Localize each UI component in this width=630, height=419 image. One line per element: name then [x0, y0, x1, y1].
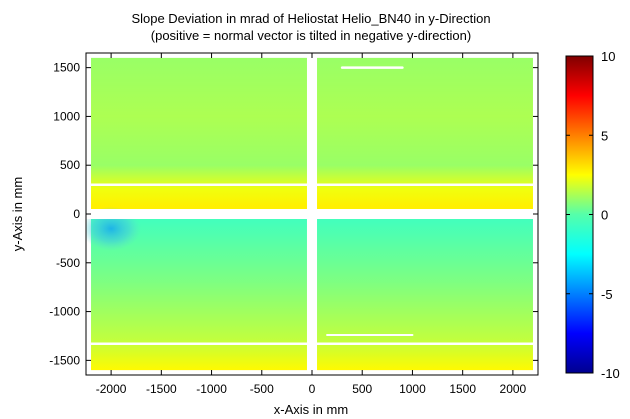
y-axis-label: y-Axis in mm — [10, 177, 25, 251]
x-tick-label: -1500 — [146, 382, 177, 396]
facet-top-left — [91, 57, 307, 210]
plot-area — [86, 53, 538, 375]
y-tick-label: -1000 — [49, 305, 80, 319]
y-tick-label: -500 — [56, 256, 80, 270]
x-tick-label: -1000 — [196, 382, 227, 396]
x-tick-label: 500 — [352, 382, 372, 396]
x-tick-label: 1000 — [399, 382, 426, 396]
colorbar-tick-label: -5 — [601, 287, 613, 302]
colorbar-tick-label: 10 — [601, 49, 615, 64]
x-tick-label: 0 — [309, 382, 316, 396]
chart-title: Slope Deviation in mrad of Heliostat Hel… — [131, 11, 490, 26]
y-tick-label: 500 — [60, 158, 80, 172]
y-tick-label: 0 — [73, 207, 80, 221]
facet-bottom-right — [317, 218, 533, 371]
facet-top-right — [317, 57, 533, 210]
x-tick-label: -2000 — [96, 382, 127, 396]
y-tick-label: -1500 — [49, 353, 80, 367]
colorbar-tick-label: 0 — [601, 208, 608, 223]
colorbar — [565, 55, 594, 374]
colorbar-tick-label: -10 — [601, 366, 620, 381]
colorbar-tick-label: 5 — [601, 128, 608, 143]
chart-subtitle: (positive = normal vector is tilted in n… — [151, 28, 471, 43]
x-tick-label: -500 — [250, 382, 274, 396]
x-tick-label: 1500 — [449, 382, 476, 396]
x-axis-label: x-Axis in mm — [274, 402, 348, 417]
x-tick-label: 2000 — [500, 382, 527, 396]
y-tick-label: 1000 — [53, 109, 80, 123]
y-tick-label: 1500 — [53, 61, 80, 75]
